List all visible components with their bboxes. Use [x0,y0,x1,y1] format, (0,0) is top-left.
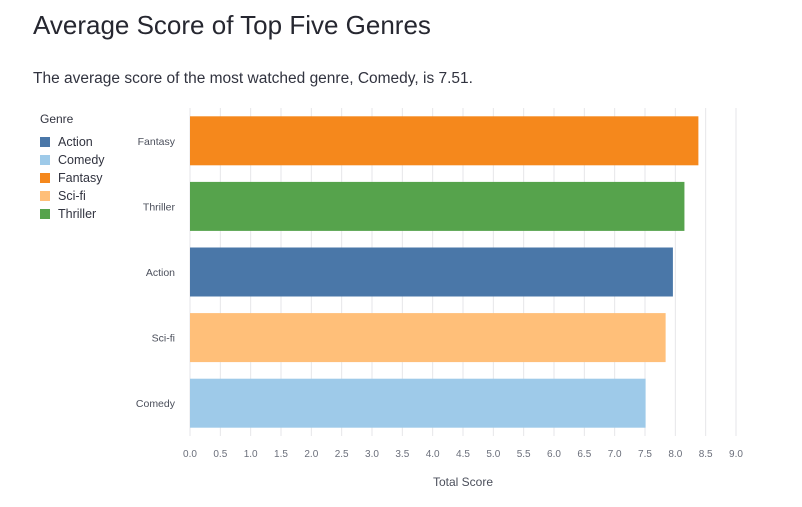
bar-action [190,247,673,297]
legend-item-comedy: Comedy [40,151,105,169]
legend-item-sci-fi: Sci-fi [40,187,105,205]
chart-legend: Genre Action Comedy Fantasy Sci-fi Thriller [40,112,105,223]
x-tick-label: 1.0 [244,449,258,460]
bar-thriller [190,181,685,231]
category-label: Comedy [136,398,176,410]
legend-label: Thriller [58,207,97,221]
legend-label: Sci-fi [58,189,86,203]
x-tick-label: 6.0 [547,449,561,460]
x-tick-label: 5.0 [486,449,500,460]
category-label: Thriller [143,201,176,213]
x-tick-label: 0.5 [213,449,227,460]
x-axis-title: Total Score [433,475,493,489]
page-title: Average Score of Top Five Genres [33,10,431,40]
x-tick-label: 7.0 [608,449,622,460]
category-label: Sci-fi [152,333,175,345]
x-tick-label: 9.0 [729,449,743,460]
legend-title: Genre [40,112,74,126]
legend-swatch [40,173,50,183]
legend-swatch [40,155,50,165]
x-tick-label: 4.0 [426,449,440,460]
x-tick-label: 1.5 [274,449,288,460]
legend-item-fantasy: Fantasy [40,169,105,187]
bar-fantasy [190,116,699,166]
x-tick-label: 3.5 [395,449,409,460]
x-tick-label: 5.5 [517,449,531,460]
legend-swatch [40,137,50,147]
legend-label: Action [58,135,93,149]
category-label: Fantasy [138,136,176,148]
legend-label: Fantasy [58,171,103,185]
chart-subtitle: The average score of the most watched ge… [33,70,473,87]
legend-swatch [40,191,50,201]
bar-comedy [190,378,646,428]
category-label: Action [146,267,175,279]
legend-item-action: Action [40,133,105,151]
x-tick-label: 0.0 [183,449,197,460]
x-tick-label: 8.0 [668,449,682,460]
x-tick-label: 7.5 [638,449,652,460]
legend-item-thriller: Thriller [40,205,105,223]
bar-sci-fi [190,313,666,363]
x-tick-label: 2.5 [335,449,349,460]
x-tick-label: 6.5 [577,449,591,460]
legend-label: Comedy [58,153,105,167]
x-tick-label: 3.0 [365,449,379,460]
x-tick-label: 8.5 [699,449,713,460]
legend-swatch [40,209,50,219]
x-tick-label: 4.5 [456,449,470,460]
x-tick-label: 2.0 [304,449,318,460]
